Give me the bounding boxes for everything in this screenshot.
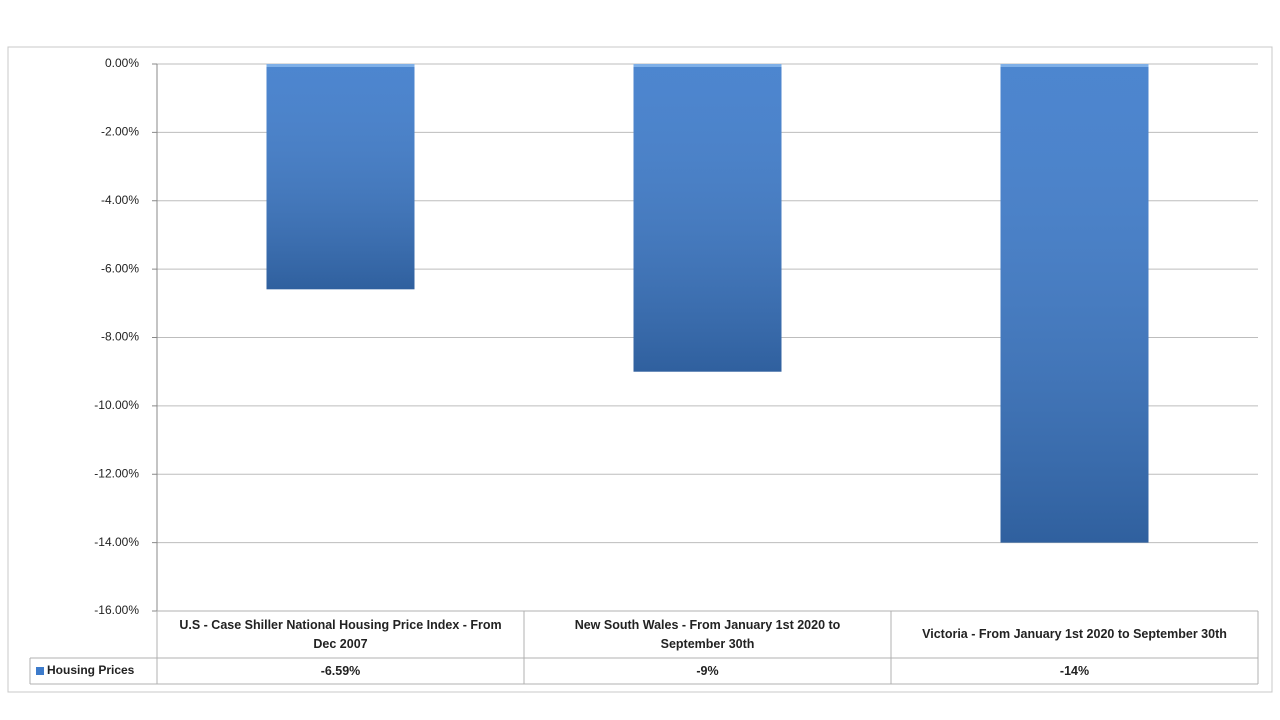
- x-tick-label: U.S - Case Shiller National Housing Pric…: [179, 618, 502, 651]
- y-tick-label: -12.00%: [94, 466, 139, 480]
- bar-cap: [266, 64, 415, 67]
- legend-swatch: [36, 667, 44, 675]
- y-tick-label: -8.00%: [101, 330, 139, 344]
- bar-cap: [1000, 64, 1149, 67]
- y-tick-label: -2.00%: [101, 125, 139, 139]
- legend-label: Housing Prices: [47, 663, 135, 678]
- bar: [266, 64, 415, 290]
- bar: [1000, 64, 1149, 543]
- bar: [633, 64, 782, 372]
- y-tick-label: -4.00%: [101, 193, 139, 207]
- y-tick-label: -6.00%: [101, 261, 139, 275]
- x-tick-label: New South Wales - From January 1st 2020 …: [574, 618, 841, 651]
- data-table-value: -14%: [1059, 663, 1090, 678]
- y-tick-label: -14.00%: [94, 535, 139, 549]
- bar-cap: [633, 64, 782, 67]
- y-tick-label: -16.00%: [94, 603, 139, 617]
- y-tick-label: 0.00%: [105, 56, 139, 70]
- y-tick-label: -10.00%: [94, 398, 139, 412]
- data-table-value: -6.59%: [320, 663, 361, 678]
- data-table-value: -9%: [696, 663, 719, 678]
- x-tick-label: Victoria - From January 1st 2020 to Sept…: [922, 627, 1227, 642]
